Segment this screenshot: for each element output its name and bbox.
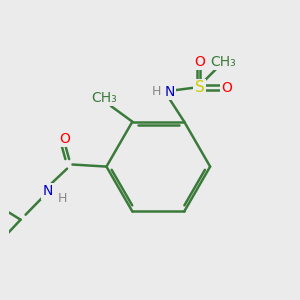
Text: H: H xyxy=(152,85,161,98)
Text: N: N xyxy=(42,184,53,199)
Text: S: S xyxy=(195,80,204,95)
Text: O: O xyxy=(59,132,70,146)
Text: CH₃: CH₃ xyxy=(210,55,236,69)
Text: CH₃: CH₃ xyxy=(92,91,118,105)
Text: O: O xyxy=(194,55,205,69)
Text: O: O xyxy=(221,81,232,95)
Text: H: H xyxy=(57,192,67,205)
Text: N: N xyxy=(164,85,175,99)
